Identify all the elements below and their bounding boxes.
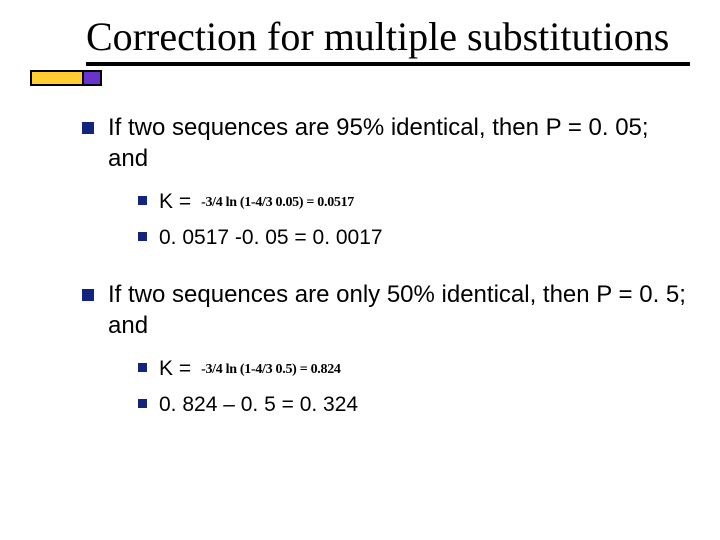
slide: Correction for multiple substitutions If… [0,0,720,540]
list-item-text: K = -3/4 ln (1-4/3 0.05) = 0.0517 [159,188,354,215]
list-item-text: If two sequences are 95% identical, then… [108,112,690,174]
square-bullet-icon [138,196,147,205]
list-item: K = -3/4 ln (1-4/3 0.5) = 0.824 [138,355,690,382]
list-item: If two sequences are 95% identical, then… [82,112,690,174]
square-bullet-icon [138,399,147,408]
list-item: 0. 0517 -0. 05 = 0. 0017 [138,224,690,251]
square-bullet-icon [82,289,94,301]
title-block: Correction for multiple substitutions [86,16,690,66]
list-item: 0. 824 – 0. 5 = 0. 324 [138,391,690,418]
sub-list: K = -3/4 ln (1-4/3 0.05) = 0.0517 0. 051… [138,188,690,251]
square-bullet-icon [138,232,147,241]
accent-purple-box [82,70,102,86]
list-item: If two sequences are only 50% identical,… [82,279,690,341]
k-equals-label: K = [159,188,191,215]
slide-title: Correction for multiple substitutions [86,16,690,58]
list-item-text: K = -3/4 ln (1-4/3 0.5) = 0.824 [159,355,341,382]
k-equals-label: K = [159,355,191,382]
slide-body: If two sequences are 95% identical, then… [30,112,690,418]
list-item-text: If two sequences are only 50% identical,… [108,279,690,341]
formula-text: -3/4 ln (1-4/3 0.05) = 0.0517 [201,194,354,212]
list-item-text: 0. 824 – 0. 5 = 0. 324 [159,391,358,418]
title-underline [86,62,690,66]
list-item-text: 0. 0517 -0. 05 = 0. 0017 [159,224,383,251]
square-bullet-icon [82,122,94,134]
accent-row [30,70,690,88]
square-bullet-icon [138,363,147,372]
formula-text: -3/4 ln (1-4/3 0.5) = 0.824 [201,361,340,379]
accent-yellow-box [30,70,82,86]
list-item: K = -3/4 ln (1-4/3 0.05) = 0.0517 [138,188,690,215]
sub-list: K = -3/4 ln (1-4/3 0.5) = 0.824 0. 824 –… [138,355,690,418]
